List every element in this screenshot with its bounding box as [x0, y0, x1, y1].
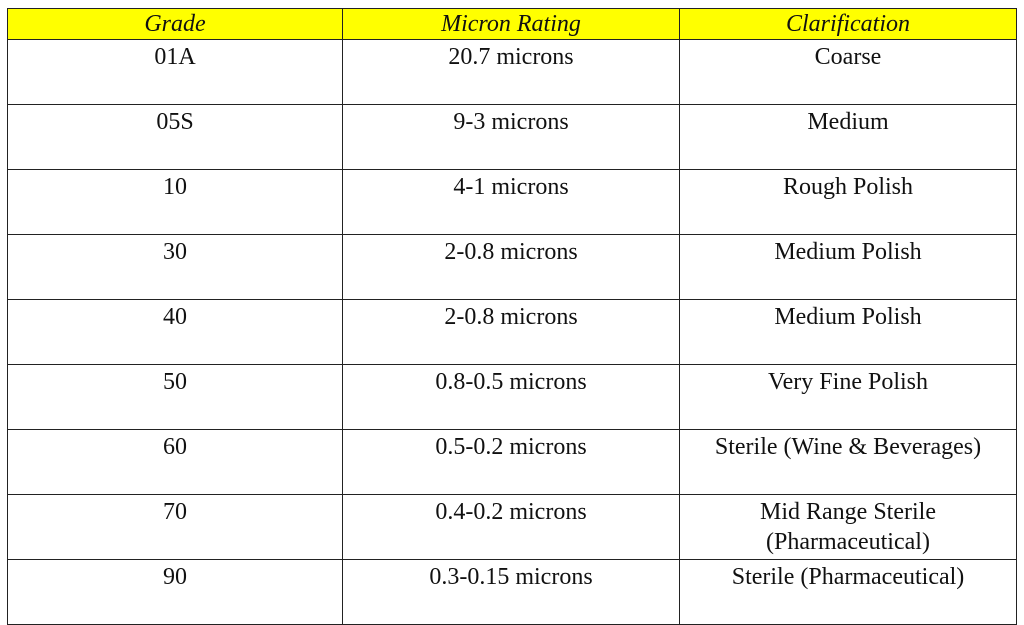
table-row: 90 0.3-0.15 microns Sterile (Pharmaceutica…	[7, 559, 1017, 625]
table-row: 40 2-0.8 microns Medium Polish	[7, 299, 1017, 365]
table-cell: 90	[7, 559, 343, 625]
table-row: 30 2-0.8 microns Medium Polish	[7, 234, 1017, 300]
table-cell: 05S	[7, 104, 343, 170]
table-cell: 10	[7, 169, 343, 235]
table-cell: 0.3-0.15 microns	[342, 559, 680, 625]
table-cell: 4-1 microns	[342, 169, 680, 235]
table-cell: Mid Range Sterile (Pharmaceutical)	[679, 494, 1017, 560]
table-cell: 40	[7, 299, 343, 365]
table-cell: 0.4-0.2 microns	[342, 494, 680, 560]
table-cell: Sterile (Pharmaceutical)	[679, 559, 1017, 625]
table-cell: 30	[7, 234, 343, 300]
table-row: 50 0.8-0.5 microns Very Fine Polish	[7, 364, 1017, 430]
header-cell: Grade	[7, 8, 343, 40]
table-cell: 2-0.8 microns	[342, 234, 680, 300]
table-cell: 0.5-0.2 microns	[342, 429, 680, 495]
table-body: 01A 20.7 microns Coarse 05S 9-3 microns Mediu…	[7, 39, 1017, 625]
table-cell: 0.8-0.5 microns	[342, 364, 680, 430]
table-cell: Medium Polish	[679, 234, 1017, 300]
table-cell: 9-3 microns	[342, 104, 680, 170]
table-cell: Coarse	[679, 39, 1017, 105]
table-cell: 60	[7, 429, 343, 495]
table-row: 01A 20.7 microns Coarse	[7, 39, 1017, 105]
table-cell: Rough Polish	[679, 169, 1017, 235]
table-cell: Medium	[679, 104, 1017, 170]
header-cell: Clarification	[679, 8, 1017, 40]
table-cell: 01A	[7, 39, 343, 105]
table-cell: 20.7 microns	[342, 39, 680, 105]
table-row: 70 0.4-0.2 microns Mid Range Sterile (Phar…	[7, 494, 1017, 560]
table-row: 60 0.5-0.2 microns Sterile (Wine & Beverag…	[7, 429, 1017, 495]
table-row: 10 4-1 microns Rough Polish	[7, 169, 1017, 235]
table-row: 05S 9-3 microns Medium	[7, 104, 1017, 170]
table-cell: Sterile (Wine & Beverages)	[679, 429, 1017, 495]
table-cell: 70	[7, 494, 343, 560]
table-container: Grade Micron Rating Clarification 01A 20.7 …	[7, 8, 1017, 625]
grade-table: Grade Micron Rating Clarification 01A 20.7 …	[7, 8, 1017, 625]
table-cell: 50	[7, 364, 343, 430]
header-row: Grade Micron Rating Clarification	[7, 8, 1017, 40]
header-cell: Micron Rating	[342, 8, 680, 40]
table-cell: Very Fine Polish	[679, 364, 1017, 430]
table-cell: Medium Polish	[679, 299, 1017, 365]
table-cell: 2-0.8 microns	[342, 299, 680, 365]
